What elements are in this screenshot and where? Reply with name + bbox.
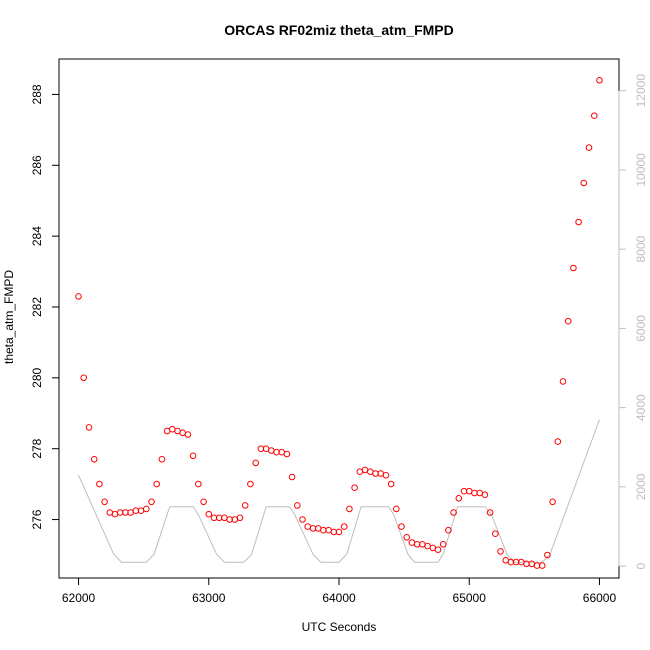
y-axis-left: 276 278 280 282 284 286 288 — [30, 84, 60, 530]
data-point — [288, 473, 296, 481]
x-tick-label: 66000 — [583, 591, 617, 605]
data-point — [455, 495, 463, 502]
data-point — [575, 218, 582, 226]
data-point — [184, 431, 192, 438]
y2-tick-label: 8000 — [634, 235, 648, 262]
data-point — [252, 459, 259, 467]
chart-title: ORCAS RF02miz theta_atm_FMPD — [224, 22, 454, 38]
data-point — [559, 378, 567, 385]
x-tick-label: 65000 — [453, 591, 487, 605]
data-point — [247, 480, 254, 488]
y-tick-label: 286 — [30, 155, 44, 175]
data-point — [445, 526, 452, 534]
data-point — [544, 551, 551, 559]
theta-series — [75, 77, 603, 569]
data-point — [591, 112, 598, 119]
data-point — [549, 498, 556, 506]
data-point — [564, 317, 572, 325]
data-point — [241, 502, 249, 509]
x-axis: 62000 63000 64000 65000 66000 — [62, 577, 617, 605]
y-axis-right: 0 2000 4000 6000 8000 10000 12000 — [618, 74, 648, 569]
y2-tick-label: 10000 — [634, 153, 648, 187]
y2-tick-label: 2000 — [634, 473, 648, 500]
y2-tick-label: 4000 — [634, 394, 648, 421]
y2-tick-label: 12000 — [634, 74, 648, 108]
data-point — [434, 546, 442, 554]
data-point — [585, 144, 593, 151]
data-point — [96, 480, 103, 488]
data-point — [148, 498, 155, 506]
data-point — [387, 480, 395, 488]
data-point — [158, 456, 166, 463]
data-point — [205, 510, 213, 518]
data-point — [75, 293, 82, 300]
data-point — [80, 374, 87, 382]
data-point — [570, 264, 577, 272]
data-point — [481, 491, 489, 499]
data-point — [101, 498, 108, 506]
y-tick-label: 280 — [30, 368, 44, 388]
y-tick-label: 276 — [30, 509, 44, 529]
data-point — [538, 562, 546, 569]
data-point — [403, 534, 411, 541]
data-point — [153, 480, 160, 488]
y2-tick-label: 6000 — [634, 315, 648, 342]
data-point — [85, 424, 93, 431]
data-point — [393, 505, 400, 513]
data-point — [90, 456, 98, 463]
data-point — [492, 530, 499, 538]
data-point — [398, 523, 405, 530]
y-axis-label: theta_atm_FMPD — [2, 270, 16, 364]
y-tick-label: 282 — [30, 297, 44, 317]
data-point — [351, 484, 358, 492]
data-point — [143, 505, 150, 513]
data-point — [283, 450, 291, 458]
data-point — [596, 77, 603, 84]
y-tick-label: 284 — [30, 226, 44, 246]
y-tick-label: 278 — [30, 438, 44, 458]
data-point — [439, 541, 447, 548]
data-point — [554, 438, 562, 445]
y2-tick-label: 0 — [634, 562, 648, 569]
x-tick-label: 62000 — [62, 591, 96, 605]
data-point — [580, 179, 588, 187]
data-point — [486, 509, 494, 516]
data-point — [382, 472, 390, 479]
data-point — [195, 480, 202, 488]
data-point — [189, 452, 197, 460]
data-point — [200, 498, 207, 506]
x-tick-label: 63000 — [192, 591, 226, 605]
data-point — [294, 502, 301, 509]
y-tick-label: 288 — [30, 84, 44, 104]
data-point — [346, 505, 353, 513]
data-point — [299, 516, 306, 523]
data-point — [450, 509, 457, 516]
x-axis-label: UTC Seconds — [302, 620, 377, 634]
data-point — [340, 523, 348, 530]
data-point — [236, 514, 244, 522]
data-point — [335, 528, 343, 536]
data-point — [497, 548, 504, 555]
x-tick-label: 64000 — [322, 591, 356, 605]
